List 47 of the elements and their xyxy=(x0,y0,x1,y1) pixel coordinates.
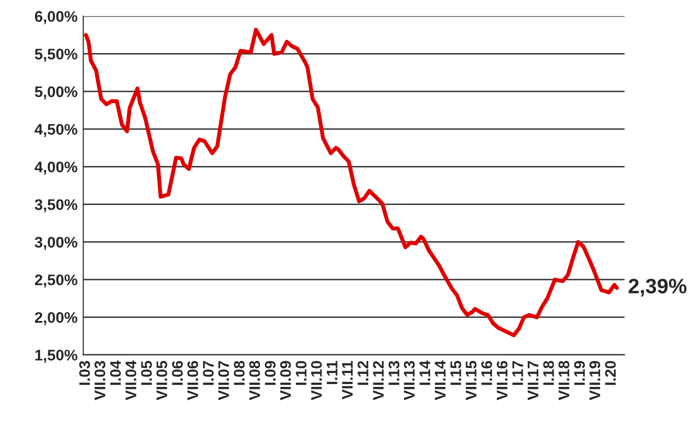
x-tick-label: I.08 xyxy=(234,360,245,385)
x-tick-label: I.18 xyxy=(543,360,554,385)
x-tick-label: VII.17 xyxy=(528,361,538,400)
y-tick-label: 4,50% xyxy=(34,124,78,137)
y-tick-label: 2,00% xyxy=(34,312,78,326)
x-tick-label: I.05 xyxy=(141,360,152,385)
y-tick-label: 3,00% xyxy=(34,236,78,250)
x-tick-label: VII.04 xyxy=(126,360,136,400)
x-tick-label: I.14 xyxy=(420,360,430,385)
y-tick-label: 6,00% xyxy=(34,11,78,24)
x-tick-label: VII.13 xyxy=(404,360,415,400)
x-tick-label: I.20 xyxy=(605,361,616,385)
x-tick-label: I.16 xyxy=(481,360,492,385)
x-tick-label: VII.18 xyxy=(558,360,570,400)
x-tick-label: I.15 xyxy=(450,360,462,385)
x-tick-label: I.03 xyxy=(79,360,90,385)
y-tick-label: 2,50% xyxy=(34,274,78,288)
x-tick-label: I.09 xyxy=(264,360,276,385)
x-tick-label: I.10 xyxy=(296,361,307,385)
y-tick-label: 1,50% xyxy=(35,350,78,363)
x-tick-label: VII.08 xyxy=(249,360,260,400)
x-tick-label: VII.09 xyxy=(280,360,291,400)
y-tick-label: 4,00% xyxy=(34,162,78,175)
x-tick-label: VII.14 xyxy=(434,360,446,400)
annotation: 2,39% xyxy=(628,278,686,296)
x-tick-label: I.04 xyxy=(110,360,121,385)
x-tick-label: I.11 xyxy=(326,360,338,384)
y-tick-label: 3,50% xyxy=(34,199,78,212)
x-tick-label: VII.07 xyxy=(218,361,230,400)
x-tick-label: I.07 xyxy=(202,361,214,385)
x-tick-label: VII.03 xyxy=(94,360,106,400)
x-tick-label: I.06 xyxy=(172,360,183,385)
x-tick-label: I.17 xyxy=(512,361,523,385)
x-tick-label: VII.19 xyxy=(589,360,600,400)
y-tick-label: 5,50% xyxy=(34,48,78,62)
line-series xyxy=(84,28,619,338)
x-tick-label: I.12 xyxy=(358,361,368,385)
x-tick-label: VII.10 xyxy=(311,361,322,400)
x-tick-label: I.13 xyxy=(388,360,400,385)
x-tick-label: I.19 xyxy=(574,360,585,385)
x-tick-label: VII.06 xyxy=(187,360,198,400)
x-tick-label: VII.15 xyxy=(466,360,477,400)
x-tick-label: VII.11 xyxy=(342,360,353,400)
x-tick-label: VII.16 xyxy=(496,360,508,400)
y-tick-label: 5,00% xyxy=(34,86,78,100)
x-tick-label: VII.05 xyxy=(156,360,168,400)
x-tick-label: VII.12 xyxy=(372,361,384,400)
